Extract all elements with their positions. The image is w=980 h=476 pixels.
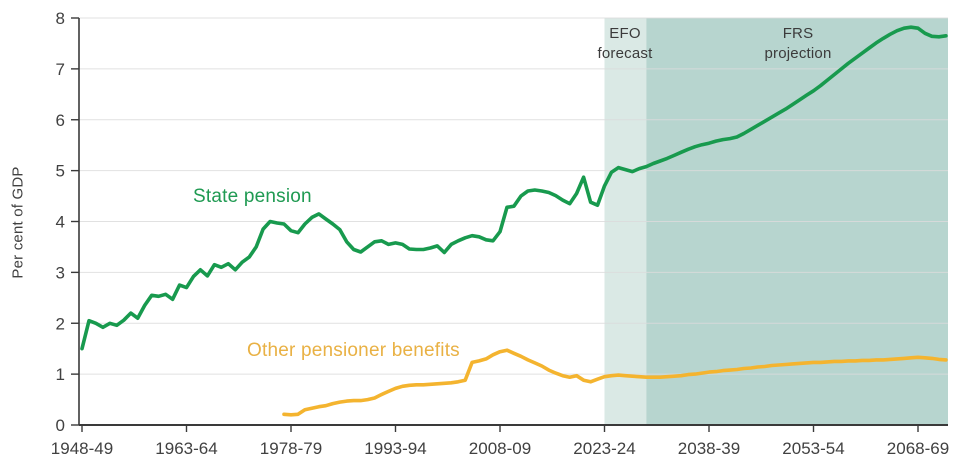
- x-tick-label: 2023-24: [573, 439, 635, 458]
- x-tick-label: 2053-54: [782, 439, 844, 458]
- y-tick-label: 0: [56, 416, 65, 435]
- y-tick-label: 1: [56, 365, 65, 384]
- y-tick-label: 8: [56, 9, 65, 28]
- frs-band-label-line1: FRS: [782, 25, 814, 42]
- y-tick-label: 6: [56, 111, 65, 130]
- frs-projection-band-label: FRS projection: [728, 24, 868, 64]
- efo-band-label-line1: EFO: [609, 25, 641, 42]
- x-tick-label: 1993-94: [364, 439, 426, 458]
- x-tick-label: 2038-39: [678, 439, 740, 458]
- frs-band-label-line2: projection: [764, 45, 832, 62]
- state-pension-series-label: State pension: [193, 186, 312, 207]
- other-benefits-series-label: Other pensioner benefits: [247, 340, 460, 361]
- x-tick-label: 2008-09: [469, 439, 531, 458]
- efo-band-label-line2: forecast: [597, 45, 653, 62]
- other_benefits-line: [282, 348, 948, 417]
- y-tick-label: 2: [56, 314, 65, 333]
- y-tick-label: 3: [56, 263, 65, 282]
- y-tick-label: 7: [56, 60, 65, 79]
- x-tick-label: 1978-79: [260, 439, 322, 458]
- x-tick-label: 1963-64: [155, 439, 217, 458]
- x-tick-label: 2068-69: [887, 439, 949, 458]
- y-axis-title: Per cent of GDP: [9, 166, 27, 279]
- y-tick-label: 5: [56, 162, 65, 181]
- y-tick-label: 4: [56, 213, 65, 232]
- x-tick-label: 1948-49: [51, 439, 113, 458]
- state_pension-line: [80, 25, 948, 351]
- efo-forecast-band-label: EFO forecast: [575, 24, 675, 64]
